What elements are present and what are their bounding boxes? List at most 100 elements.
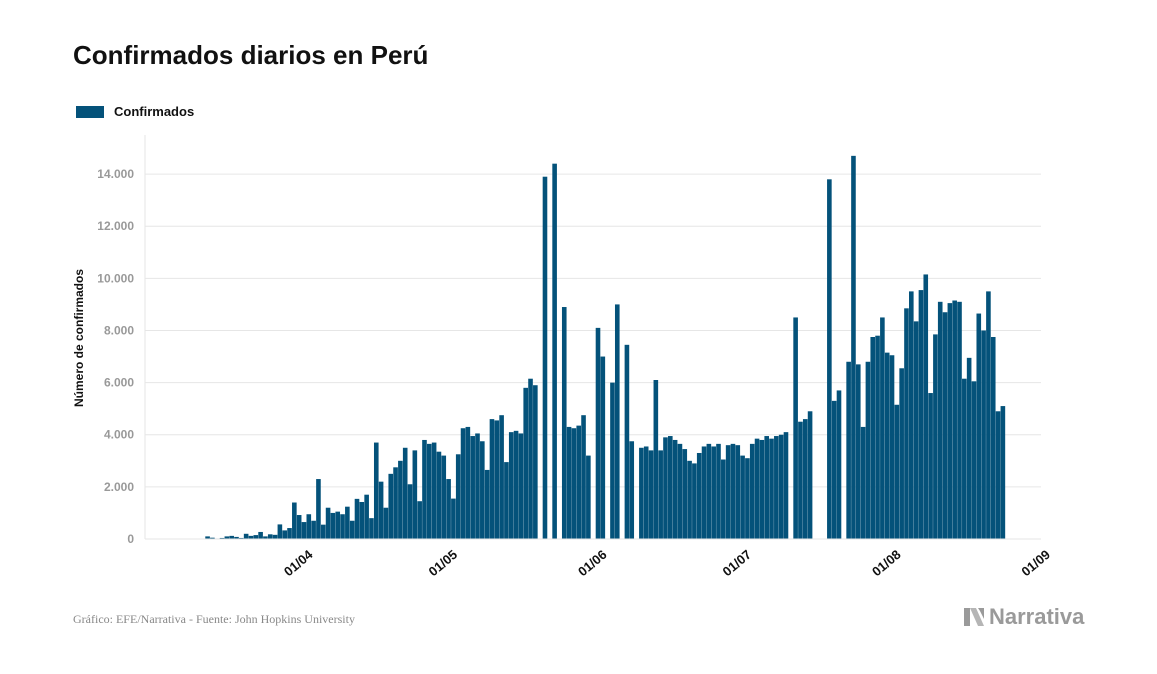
bar bbox=[378, 481, 384, 539]
x-tick-label: 01/04 bbox=[281, 546, 316, 579]
bar bbox=[836, 390, 842, 539]
y-tick-label: 2.000 bbox=[104, 480, 134, 494]
bar bbox=[335, 511, 341, 539]
bar bbox=[643, 446, 649, 539]
bar bbox=[798, 421, 803, 539]
bar bbox=[224, 536, 230, 539]
bar bbox=[229, 535, 234, 539]
bar bbox=[451, 498, 456, 539]
bar bbox=[263, 536, 268, 539]
bar bbox=[769, 438, 774, 539]
bar bbox=[513, 430, 519, 539]
bar bbox=[909, 291, 914, 539]
bar bbox=[383, 507, 389, 539]
bar bbox=[793, 317, 798, 539]
bar bbox=[875, 335, 880, 539]
bar bbox=[889, 355, 895, 539]
bar bbox=[759, 439, 765, 539]
bar bbox=[239, 537, 244, 539]
bar bbox=[677, 443, 683, 539]
bar bbox=[369, 518, 374, 539]
bar bbox=[614, 304, 620, 539]
bar bbox=[552, 163, 557, 540]
chart-title: Confirmados diarios en Perú bbox=[73, 40, 429, 70]
bar bbox=[219, 537, 225, 539]
y-tick-label: 10.000 bbox=[97, 271, 134, 285]
bar bbox=[282, 530, 287, 539]
bar bbox=[364, 494, 369, 539]
grid-lines bbox=[145, 173, 1041, 488]
bar bbox=[460, 428, 466, 539]
bar bbox=[499, 415, 504, 539]
bar bbox=[865, 361, 871, 539]
bar bbox=[316, 479, 321, 539]
bar bbox=[740, 455, 745, 539]
bar bbox=[721, 459, 726, 539]
bar bbox=[205, 536, 210, 539]
bar bbox=[851, 155, 856, 539]
x-tick-labels: 01/04 01/05 01/06 01/07 01/08 01/09 bbox=[281, 546, 1053, 579]
bar bbox=[990, 337, 996, 539]
bar bbox=[918, 290, 924, 539]
bar bbox=[870, 337, 876, 539]
bar bbox=[301, 522, 307, 539]
bar bbox=[774, 436, 779, 539]
bar bbox=[508, 432, 514, 539]
bar bbox=[398, 460, 403, 539]
bar bbox=[518, 433, 524, 539]
bar bbox=[292, 502, 297, 539]
bar bbox=[884, 352, 890, 539]
bar bbox=[971, 381, 977, 539]
bar bbox=[668, 436, 673, 539]
y-tick-label: 4.000 bbox=[104, 428, 134, 442]
bar bbox=[354, 498, 360, 539]
bar bbox=[267, 534, 273, 539]
bar bbox=[489, 419, 495, 539]
bar bbox=[311, 520, 316, 539]
y-tick-label: 14.000 bbox=[97, 167, 134, 181]
bar bbox=[600, 356, 606, 539]
source-note: Gráfico: EFE/Narrativa - Fuente: John Ho… bbox=[73, 612, 355, 626]
bar bbox=[533, 385, 538, 539]
bar bbox=[735, 445, 741, 539]
y-tick-label: 8.000 bbox=[104, 323, 134, 337]
bar bbox=[494, 420, 500, 539]
bar bbox=[287, 528, 292, 539]
bar bbox=[320, 524, 326, 539]
bar bbox=[706, 443, 712, 539]
legend: Confirmados bbox=[76, 104, 194, 119]
y-axis-title: Número de confirmados bbox=[72, 269, 86, 407]
bar bbox=[402, 447, 408, 539]
bar bbox=[687, 460, 692, 539]
x-tick-label: 01/07 bbox=[720, 547, 755, 579]
bar bbox=[692, 463, 697, 539]
bar bbox=[846, 361, 851, 539]
x-tick-label: 01/06 bbox=[575, 547, 610, 579]
narrativa-logo-icon bbox=[964, 608, 984, 626]
bar bbox=[923, 274, 929, 539]
bar bbox=[663, 437, 668, 539]
bar bbox=[465, 426, 471, 539]
bar bbox=[566, 426, 572, 539]
bar bbox=[528, 378, 533, 539]
brand-name: Narrativa bbox=[989, 604, 1085, 629]
bar bbox=[933, 334, 938, 539]
bar bbox=[475, 433, 480, 539]
bar bbox=[412, 450, 418, 539]
bar bbox=[258, 531, 263, 539]
bar bbox=[855, 364, 861, 539]
bar bbox=[880, 317, 885, 539]
bar bbox=[595, 327, 601, 539]
bar bbox=[682, 449, 688, 539]
bar bbox=[581, 415, 586, 539]
legend-label: Confirmados bbox=[114, 104, 195, 119]
bar bbox=[957, 301, 962, 539]
bar bbox=[629, 441, 635, 539]
bar bbox=[388, 473, 394, 539]
bar bbox=[754, 438, 760, 539]
bar bbox=[586, 455, 591, 539]
bar bbox=[407, 484, 413, 539]
bar bbox=[455, 454, 461, 539]
bar bbox=[986, 291, 991, 539]
